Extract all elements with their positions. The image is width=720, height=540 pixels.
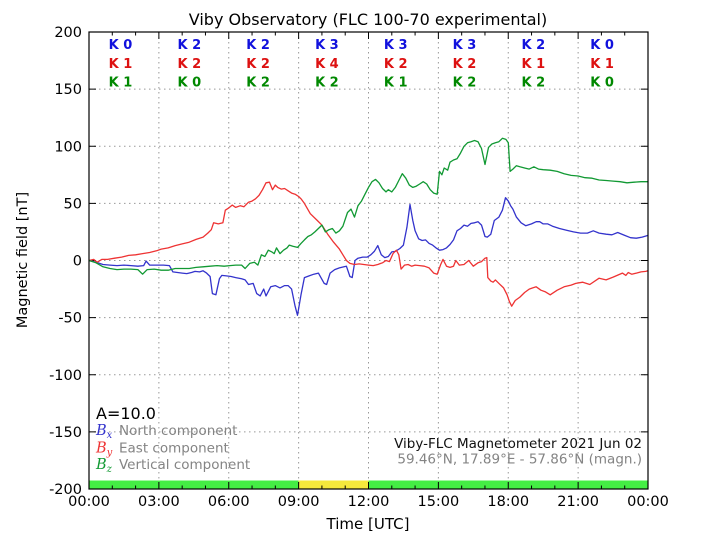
k-value-by-col5: K 2 xyxy=(384,57,408,72)
k-value-by-col4: K 4 xyxy=(315,57,339,72)
data-series xyxy=(88,137,649,316)
k-value-bz-col8: K 0 xyxy=(590,76,614,91)
k-value-bz-col4: K 2 xyxy=(315,76,339,91)
k-value-bx-col8: K 0 xyxy=(590,38,614,53)
x-tick-label: 15:00 xyxy=(417,494,459,510)
x-tick-label: 12:00 xyxy=(348,494,390,510)
k-value-bx-col5: K 3 xyxy=(384,38,408,53)
legend-label: Vertical component xyxy=(119,457,250,473)
station-coords-line: 59.46°N, 17.89°E - 57.86°N (magn.) xyxy=(397,452,642,468)
series-line-bz-vertical-component xyxy=(88,137,648,275)
k-value-by-col3: K 2 xyxy=(246,57,270,72)
y-tick-label: 100 xyxy=(54,139,82,155)
k-value-bx-col3: K 2 xyxy=(246,38,270,53)
series-line-by-east-component xyxy=(88,181,649,307)
x-tick-label: 21:00 xyxy=(557,494,599,510)
series-line-bx-north-component xyxy=(88,197,649,316)
k-value-by-col6: K 2 xyxy=(453,57,477,72)
y-axis-label: Magnetic field [nT] xyxy=(15,192,31,328)
x-tick-label: 00:00 xyxy=(68,494,110,510)
plot-frame xyxy=(88,31,649,490)
legend-label: East component xyxy=(119,441,229,457)
x-tick-label: 03:00 xyxy=(138,494,180,510)
legend-label: North component xyxy=(119,423,237,439)
y-tick-label: 150 xyxy=(54,82,82,98)
k-index-table: K 0 K 2 K 2 K 3 K 3 K 3 K 2 K 0 K 1 K 2 K 2 K 4 K 2 K… xyxy=(109,38,614,91)
a-index-annotation: A=10.0 xyxy=(96,404,156,423)
k-value-bx-col2: K 2 xyxy=(177,38,201,53)
k-value-bz-col1: K 1 xyxy=(109,76,133,91)
legend-symbol-bx: Bx xyxy=(95,423,113,441)
y-tick-label: 50 xyxy=(64,196,82,212)
y-tick-labels: -200 -150 -100 -50 0 50 100 150 200 xyxy=(49,25,82,498)
legend: Bx North component By East component Bz Verti… xyxy=(95,423,250,475)
k-value-bz-col6: K 2 xyxy=(453,76,477,91)
k-value-bz-col2: K 0 xyxy=(177,76,201,91)
legend-symbol-bz: Bz xyxy=(95,457,113,475)
y-tick-label: -150 xyxy=(49,425,82,441)
k-value-by-col2: K 2 xyxy=(177,57,201,72)
x-tick-label: 06:00 xyxy=(208,494,250,510)
y-tick-label: -200 xyxy=(49,482,82,498)
activity-bar-segment-active xyxy=(298,480,369,489)
k-value-bx-col6: K 3 xyxy=(453,38,477,53)
k-value-by-col7: K 1 xyxy=(521,57,545,72)
x-tick-labels: 00:00 03:00 06:00 09:00 12:00 15:00 18:00 21:00… xyxy=(68,494,669,510)
chart-title: Viby Observatory (FLC 100-70 experimenta… xyxy=(189,10,548,29)
k-value-bz-col7: K 2 xyxy=(521,76,545,91)
k-value-bz-col5: K 1 xyxy=(384,76,408,91)
y-tick-label: -50 xyxy=(58,311,82,327)
k-value-by-col8: K 1 xyxy=(590,57,614,72)
y-tick-label: 200 xyxy=(54,25,82,41)
k-value-bx-col7: K 2 xyxy=(521,38,545,53)
x-tick-label: 18:00 xyxy=(487,494,529,510)
y-tick-label: 0 xyxy=(73,254,82,270)
legend-symbol-by: By xyxy=(95,441,113,459)
x-tick-label: 09:00 xyxy=(278,494,320,510)
x-axis-label: Time [UTC] xyxy=(326,515,410,533)
activity-bar-segment-quiet xyxy=(89,480,299,489)
k-value-bz-col3: K 2 xyxy=(246,76,270,91)
x-tick-label: 00:00 xyxy=(627,494,669,510)
k-value-by-col1: K 1 xyxy=(109,57,133,72)
k-value-bx-col1: K 0 xyxy=(109,38,133,53)
k-value-bx-col4: K 3 xyxy=(315,38,339,53)
y-tick-label: -100 xyxy=(49,368,82,384)
station-info-line: Viby-FLC Magnetometer 2021 Jun 02 xyxy=(394,436,642,452)
grid-lines xyxy=(89,32,648,489)
